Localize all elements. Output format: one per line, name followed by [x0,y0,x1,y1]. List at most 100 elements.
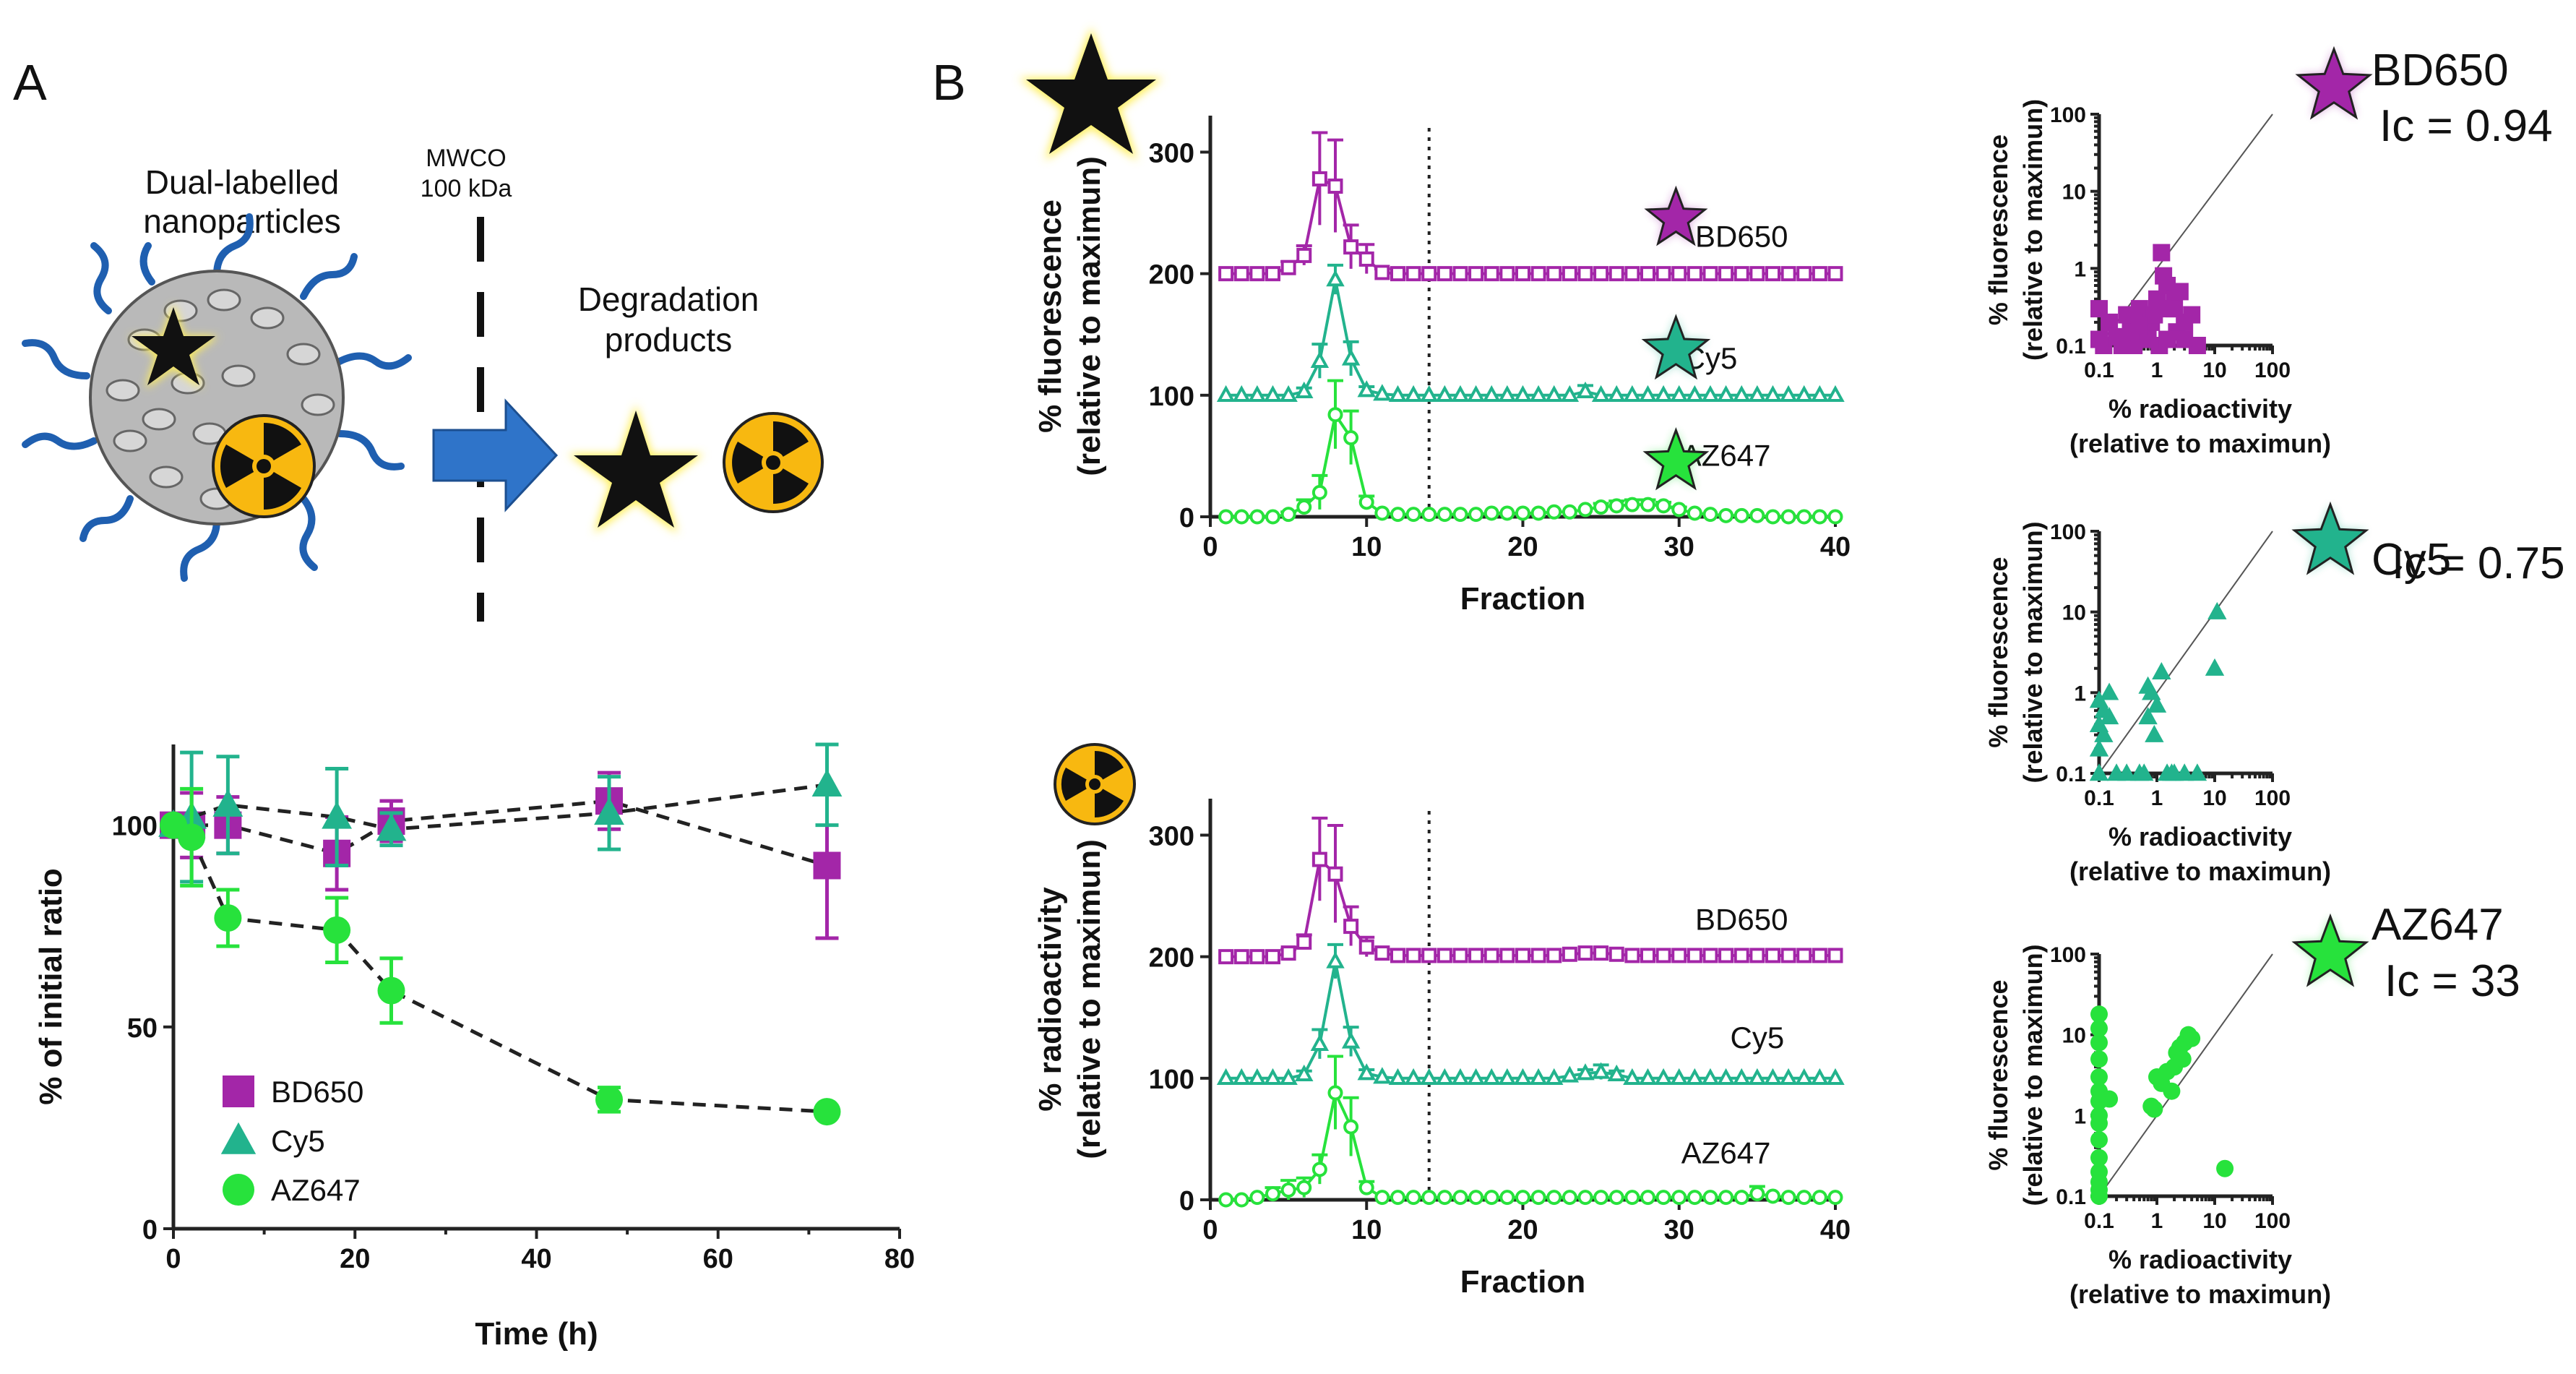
data-point [1341,1031,1361,1049]
y-tick-label: 10 [2062,1024,2086,1048]
y-tick-label: 100 [1149,382,1194,412]
data-point [1671,948,1687,963]
fluorescence-star-icon [1019,27,1163,160]
data-point [1796,266,1812,282]
data-point [2090,1107,2108,1125]
data-point [2130,317,2148,335]
x-tick-label: 100 [2254,358,2291,382]
data-point [1718,948,1734,963]
series-bd650 [2090,244,2206,354]
data-point [1341,348,1361,366]
data-point [1327,866,1343,882]
data-point [1373,384,1392,401]
y-tick-label: 100 [112,812,158,842]
data-point [1593,945,1609,961]
data-point [2145,724,2164,742]
cy5-correlation-star-icon [2291,501,2369,575]
data-point [1561,1190,1577,1206]
ic-label: Ic = 0.94 [2379,101,2553,151]
data-point [1295,381,1314,398]
data-point [1765,1188,1780,1204]
data-point [1780,266,1796,282]
data-point [1796,1190,1812,1206]
data-point [1482,1068,1501,1086]
data-point [1795,385,1814,403]
data-point [1733,948,1749,963]
data-point [323,916,351,944]
data-point [1561,266,1577,282]
y-tick-label: 200 [1149,943,1194,974]
data-point [1749,948,1765,963]
data-point [1687,1190,1702,1206]
data-point [1765,948,1780,963]
data-point [1327,407,1343,423]
data-point [1671,502,1687,518]
legend-label: Cy5 [271,1124,325,1158]
data-point [1216,1068,1236,1086]
bd650-correlation-chart: 0.10.1 1 1 10 10 100 100 % radioactivity (relati… [1983,46,2553,458]
data-point [1530,266,1546,282]
data-point [1732,1068,1751,1086]
data-point [1638,1068,1658,1086]
data-point [1607,385,1626,403]
data-point [1812,1190,1827,1206]
data-point [2153,244,2171,262]
data-point [214,904,242,932]
data-point [2090,1068,2108,1086]
data-point [1545,385,1564,403]
data-point [1545,1068,1564,1086]
x-tick-label: 0.1 [2084,358,2114,382]
data-point [1577,1190,1593,1206]
data-point [1263,1068,1283,1086]
az647-correlation-chart: 0.10.1 1 1 10 10 100 100 % radioactivity (relati… [1983,900,2520,1309]
y-axis-label-line1: % radioactivity [1033,887,1068,1112]
data-point [1232,1068,1251,1086]
data-point [1529,385,1548,403]
data-point [1265,509,1280,525]
data-point [1624,266,1640,282]
data-point [1374,505,1390,521]
data-point [2090,1019,2108,1037]
data-point [1640,1190,1655,1206]
radioactivity-fraction-chart: 0 10 20 30 40 0 100 200 300 Fraction % radioactivi… [1033,799,1851,1300]
data-point [1436,1190,1452,1206]
data-point [1655,266,1671,282]
data-point [2183,1029,2201,1047]
cy5-correlation-star-icon-shape [2291,501,2369,575]
data-point [1249,949,1265,965]
legend-marker [223,1075,254,1107]
x-tick-label: 20 [1507,532,1538,562]
data-point [1216,385,1236,403]
fluorescence-fraction-chart: 0 10 20 30 40 0 100 200 300 Fraction % fluorescenc… [1033,116,1851,617]
series-line [1225,279,1835,397]
product-radionuclide-icon [723,412,824,513]
identity-line [2098,953,2273,1197]
data-point [1827,266,1843,282]
data-point [1515,1190,1530,1206]
data-point [1624,948,1640,963]
data-point [1218,266,1234,282]
data-point [1812,266,1827,282]
data-point [1546,504,1562,520]
y-tick-label: 100 [2050,520,2086,544]
data-point [1466,385,1486,403]
data-point [178,823,206,851]
data-point [1405,1190,1421,1206]
data-point [1218,509,1234,525]
ratio-chart: 0 20 40 60 80 0 50 100 Time (h) % of initial rati… [33,742,915,1352]
bd650-star-icon [1644,185,1708,246]
data-point [1513,385,1533,403]
data-point [1561,504,1577,520]
data-point [1748,1068,1767,1086]
x-tick-label: 0.1 [2084,1209,2114,1233]
series-cy5 [158,742,843,884]
y-tick-label: 0.1 [2056,335,2086,358]
data-point [1436,948,1452,963]
data-point [2138,707,2158,725]
data-point [1748,385,1767,403]
x-tick-label: 0.1 [2084,786,2114,810]
data-point [1498,385,1517,403]
data-point [1296,934,1312,950]
x-tick-label: 0 [1202,1215,1218,1245]
series-az647 [1218,1055,1843,1208]
